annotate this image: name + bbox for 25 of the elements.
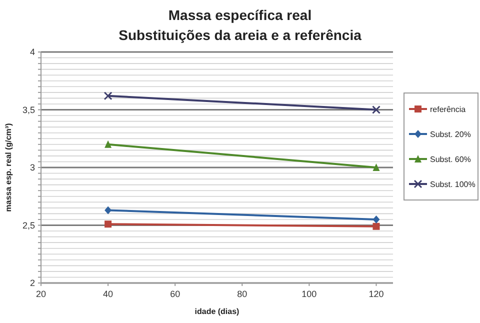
point [372,215,380,224]
legend-label: Subst. 100% [430,180,476,189]
y-tick-label: 2 [30,278,35,288]
y-tick-label: 2,5 [22,220,35,230]
x-tick-label: 80 [237,289,248,299]
point [104,92,112,100]
legend-label: Subst. 20% [430,130,471,139]
y-tick-label: 3,5 [22,104,35,115]
point [372,222,380,230]
x-tick-label: 100 [302,289,317,299]
x-tick-label: 120 [368,289,384,299]
y-axis-title: massa esp. real (g/cm³) [4,122,13,212]
chart-subtitle: Substituições da areia e a referência [118,27,362,43]
x-tick-label: 20 [36,289,46,299]
y-tick-label: 4 [30,47,35,57]
x-axis-title: idade (dias) [194,307,240,316]
point [104,220,112,228]
legend-label: Subst. 60% [430,155,471,164]
chart-title: Massa específica real [168,7,312,23]
point [104,206,112,214]
y-tick-label: 3 [30,162,35,172]
x-tick-label: 40 [103,289,114,299]
point [372,106,380,114]
x-tick-label: 60 [170,289,180,299]
legend-label: referência [430,105,466,114]
